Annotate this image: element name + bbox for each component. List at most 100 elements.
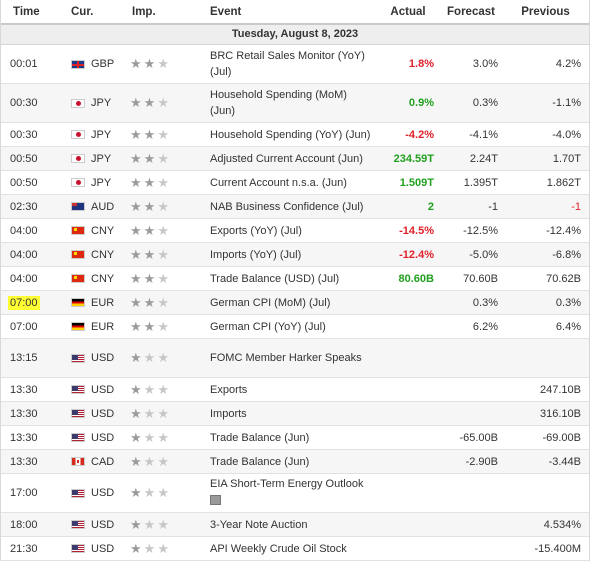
header-currency[interactable]: Cur. [71, 5, 94, 18]
event-name-text[interactable]: Exports (YoY) (Jul) [210, 224, 302, 237]
header-time[interactable]: Time [13, 5, 40, 18]
currency-code: USD [91, 487, 115, 499]
event-name-text[interactable]: Household Spending (YoY) (Jun) [210, 128, 371, 141]
event-row[interactable]: 00:50 JPY ★★★ Current Account n.s.a. (Jun) 1… [1, 171, 589, 195]
flag-icon [71, 433, 85, 442]
header-event[interactable]: Event [210, 5, 242, 18]
star-icon: ★ [157, 350, 171, 365]
event-row[interactable]: 07:00 EUR ★★★ German CPI (MoM) (Jul) 0.3% 0.3… [1, 291, 589, 315]
flag-icon [71, 385, 85, 394]
currency-code: CNY [91, 248, 115, 261]
event-time-text: 00:50 [10, 176, 38, 189]
event-row[interactable]: 00:01 GBP ★★★ BRC Retail Sales Monitor (YoY… [1, 45, 589, 84]
event-name-text[interactable]: Adjusted Current Account (Jun) [210, 152, 363, 165]
event-row[interactable]: 04:00 CNY ★★★ Trade Balance (USD) (Jul) 80.6… [1, 267, 589, 291]
currency-code: JPY [91, 128, 112, 141]
event-row[interactable]: 18:00 USD ★★★ 3-Year Note Auction 4.534% [1, 513, 589, 537]
star-icon: ★ [157, 429, 171, 445]
event-name-text[interactable]: German CPI (YoY) (Jul) [210, 320, 326, 333]
star-icon: ★ [157, 95, 171, 110]
event-time-text: 13:30 [10, 383, 38, 396]
event-name-text[interactable]: Imports (YoY) (Jul) [210, 248, 302, 261]
event-name-text[interactable]: Trade Balance (USD) (Jul) [210, 272, 340, 285]
event-name-text[interactable]: BRC Retail Sales Monitor (YoY) (Jul) [210, 50, 365, 78]
event-time-text: 04:00 [10, 248, 38, 261]
event-name-text[interactable]: Current Account n.s.a. (Jun) [210, 176, 347, 189]
event-name[interactable]: Household Spending (MoM) (Jun) [202, 87, 372, 119]
event-row[interactable]: 00:50 JPY ★★★ Adjusted Current Account (Jun… [1, 147, 589, 171]
header-actual[interactable]: Actual [390, 5, 426, 18]
forecast-value: 2.24T [469, 152, 498, 165]
star-icon: ★ [157, 222, 171, 238]
event-name[interactable]: Trade Balance (USD) (Jul) [202, 271, 372, 287]
event-name[interactable]: Current Account n.s.a. (Jun) [202, 175, 372, 191]
event-name[interactable]: Exports (YoY) (Jul) [202, 223, 372, 239]
event-row[interactable]: 04:00 CNY ★★★ Imports (YoY) (Jul) -12.4% -5.0… [1, 243, 589, 267]
currency-code: USD [91, 383, 115, 396]
event-name[interactable]: Household Spending (YoY) (Jun) [202, 127, 372, 143]
event-time: 07:00 [1, 321, 59, 333]
event-time: 00:50 [1, 177, 59, 189]
event-row[interactable]: 13:30 USD ★★★ Imports 316.10B [1, 402, 589, 426]
event-name[interactable]: German CPI (MoM) (Jul) [202, 295, 372, 311]
event-name[interactable]: Adjusted Current Account (Jun) [202, 151, 372, 167]
event-row[interactable]: 04:00 CNY ★★★ Exports (YoY) (Jul) -14.5% -12.… [1, 219, 589, 243]
event-row[interactable]: 07:00 EUR ★★★ German CPI (YoY) (Jul) 6.2% 6.4… [1, 315, 589, 339]
event-row[interactable]: 00:30 JPY ★★★ Household Spending (YoY) (Jun… [1, 123, 589, 147]
event-row[interactable]: 17:00 USD ★★★ EIA Short-Term Energy Outlook [1, 474, 589, 513]
event-name[interactable]: FOMC Member Harker Speaks [202, 350, 372, 366]
event-row[interactable]: 00:30 JPY ★★★ Household Spending (MoM) (Jun… [1, 84, 589, 123]
event-currency: EUR [59, 321, 120, 333]
event-time: 00:50 [1, 153, 59, 165]
event-name[interactable]: API Weekly Crude Oil Stock [202, 541, 372, 557]
event-name[interactable]: NAB Business Confidence (Jul) [202, 199, 372, 215]
event-currency: USD [59, 487, 120, 499]
event-row[interactable]: 02:30 AUD ★★★ NAB Business Confidence (Jul)… [1, 195, 589, 219]
header-forecast[interactable]: Forecast [447, 5, 495, 18]
event-name-text[interactable]: Trade Balance (Jun) [210, 431, 310, 444]
event-name-text[interactable]: German CPI (MoM) (Jul) [210, 296, 331, 309]
event-name-text[interactable]: EIA Short-Term Energy Outlook [210, 478, 364, 490]
event-row[interactable]: 13:30 CAD ★★★ Trade Balance (Jun) -2.90B -3.4… [1, 450, 589, 474]
event-name-text[interactable]: FOMC Member Harker Speaks [210, 352, 362, 364]
importance-stars: ★★★ [120, 517, 202, 533]
event-name[interactable]: 3-Year Note Auction [202, 517, 372, 533]
event-name-text[interactable]: Imports [210, 407, 247, 420]
event-name-text[interactable]: API Weekly Crude Oil Stock [210, 542, 347, 555]
event-name-text[interactable]: NAB Business Confidence (Jul) [210, 200, 364, 213]
event-name-text[interactable]: Household Spending (MoM) (Jun) [210, 89, 347, 117]
star-icon: ★ [130, 516, 144, 532]
star-icon: ★ [143, 429, 158, 445]
flag-icon [71, 98, 85, 108]
event-row[interactable]: 13:15 USD ★★★ FOMC Member Harker Speaks [1, 339, 589, 378]
star-icon: ★ [130, 318, 144, 334]
previous-value: -15.400M [534, 542, 581, 555]
event-name[interactable]: Trade Balance (Jun) [202, 454, 372, 470]
event-currency: AUD [59, 201, 120, 213]
star-icon: ★ [130, 405, 144, 421]
event-row[interactable]: 21:30 USD ★★★ API Weekly Crude Oil Stock -15… [1, 537, 589, 561]
event-name-text[interactable]: 3-Year Note Auction [210, 518, 308, 531]
event-time-text: 00:30 [10, 97, 38, 109]
event-name[interactable]: Imports [202, 406, 372, 422]
event-name[interactable]: Exports [202, 382, 372, 398]
event-row[interactable]: 13:30 USD ★★★ Exports 247.10B [1, 378, 589, 402]
event-name[interactable]: Trade Balance (Jun) [202, 430, 372, 446]
header-previous[interactable]: Previous [521, 5, 570, 18]
event-name[interactable]: BRC Retail Sales Monitor (YoY) (Jul) [202, 48, 372, 80]
event-name[interactable]: German CPI (YoY) (Jul) [202, 319, 372, 335]
event-name-text[interactable]: Exports [210, 383, 248, 396]
header-importance[interactable]: Imp. [132, 5, 156, 18]
event-row[interactable]: 13:30 USD ★★★ Trade Balance (Jun) -65.00B -69… [1, 426, 589, 450]
star-icon: ★ [143, 453, 158, 469]
report-icon[interactable] [210, 495, 221, 505]
star-icon: ★ [157, 381, 171, 397]
previous-value: -69.00B [542, 431, 581, 444]
star-icon: ★ [157, 453, 171, 469]
event-name[interactable]: EIA Short-Term Energy Outlook [202, 476, 372, 510]
forecast-value: 70.60B [463, 272, 498, 285]
importance-stars: ★★★ [120, 271, 202, 287]
event-name[interactable]: Imports (YoY) (Jul) [202, 247, 372, 263]
importance-stars: ★★★ [120, 382, 202, 398]
event-name-text[interactable]: Trade Balance (Jun) [210, 455, 310, 468]
